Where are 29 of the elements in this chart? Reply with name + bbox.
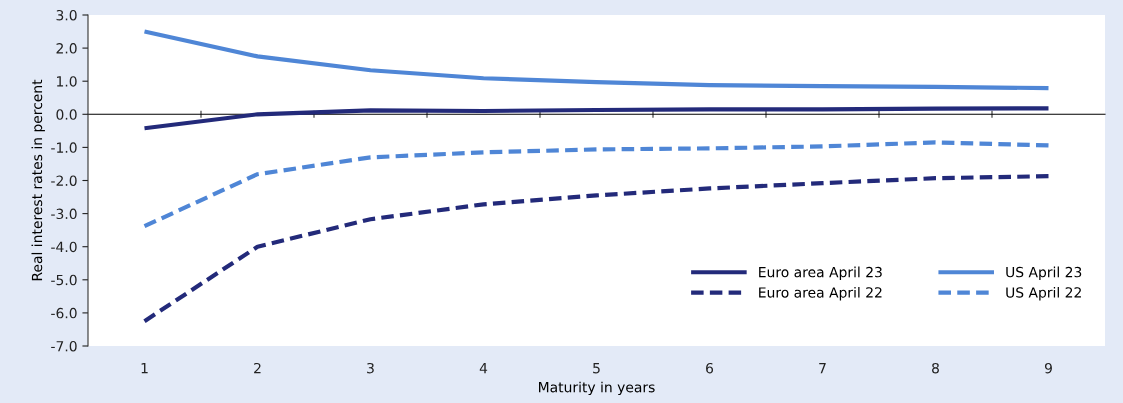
x-tick-label: 4 [479, 363, 488, 374]
x-axis-title: Maturity in years [539, 381, 655, 396]
y-tick-label: 3.0 [56, 9, 77, 21]
y-tick-label: -2.0 [51, 175, 77, 186]
x-tick-label: 8 [932, 362, 939, 374]
x-tick-label: 6 [706, 362, 714, 374]
x-tick-label: 3 [367, 362, 374, 374]
legend-label: Euro area April 22 [759, 286, 882, 301]
x-tick-label: 7 [819, 363, 826, 374]
legend-label: Euro area April 23 [759, 266, 882, 281]
y-tick-label: 1.0 [57, 76, 77, 87]
y-tick-label: -5.0 [51, 274, 77, 286]
legend-label: US April 23 [1006, 266, 1082, 281]
x-tick-label: 1 [141, 363, 148, 374]
y-tick-label: -4.0 [51, 241, 77, 253]
line-series [142, 106, 1051, 131]
y-tick-label: -3.0 [51, 208, 77, 220]
x-tick-label: 9 [1044, 362, 1052, 374]
line-series [142, 29, 1051, 91]
legend-label: US April 22 [1006, 286, 1081, 301]
y-axis-title: Real interest rates in percent [31, 79, 45, 281]
y-tick-label: 2.0 [56, 43, 77, 54]
line-series [142, 140, 1051, 229]
y-tick-label: -1.0 [51, 142, 77, 153]
y-tick-label: -7.0 [51, 340, 77, 352]
x-tick-label: 5 [593, 363, 600, 374]
x-tick-label: 2 [254, 362, 261, 374]
y-tick-label: -6.0 [51, 307, 77, 319]
y-tick-label: 0.0 [56, 109, 77, 120]
